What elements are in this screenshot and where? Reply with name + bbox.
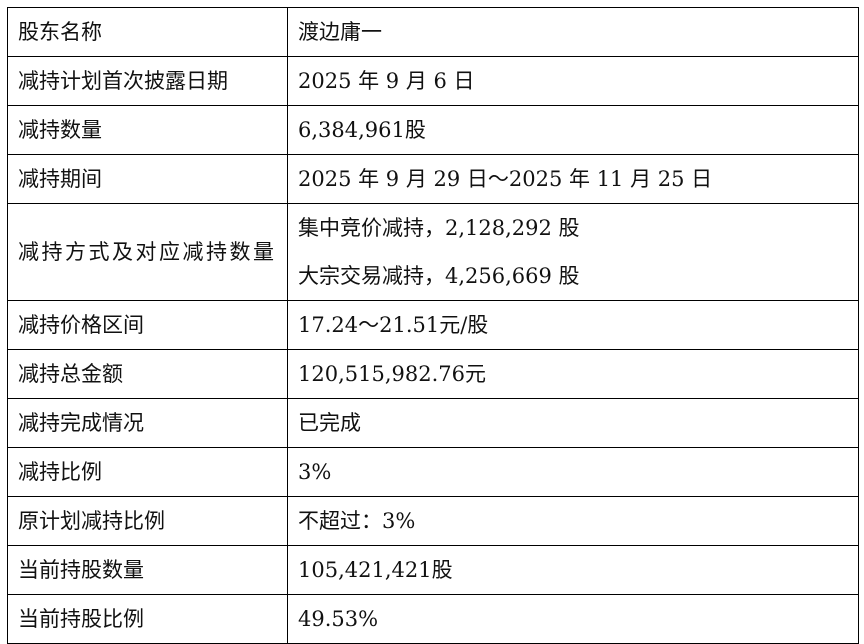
row-label: 原计划减持比例 [7,496,288,546]
row-value: 渡边庸一 [287,7,859,57]
row-label: 当前持股数量 [7,545,288,595]
table-row: 减持完成情况 已完成 [7,398,859,448]
row-value: 3% [287,447,859,497]
row-value: 49.53% [287,594,859,644]
value-line: 集中竞价减持，2,128,292 股 [298,216,580,240]
row-value: 已完成 [287,398,859,448]
row-label: 减持数量 [7,105,288,155]
row-value: 6,384,961股 [287,105,859,155]
row-label: 当前持股比例 [7,594,288,644]
table-row: 减持计划首次披露日期 2025 年 9 月 6 日 [7,56,859,106]
table-row: 股东名称 渡边庸一 [7,7,859,57]
row-value: 17.24～21.51元/股 [287,300,859,350]
row-value: 2025 年 9 月 6 日 [287,56,859,106]
table-row: 当前持股数量 105,421,421股 [7,545,859,595]
table-row: 减持数量 6,384,961股 [7,105,859,155]
shareholding-table: 股东名称 渡边庸一 减持计划首次披露日期 2025 年 9 月 6 日减持数量 6,38… [7,7,859,644]
table-row: 原计划减持比例 不超过：3% [7,496,859,546]
row-value: 105,421,421股 [287,545,859,595]
row-label: 股东名称 [7,7,288,57]
row-value: 2025 年 9 月 29 日～2025 年 11 月 25 日 [287,154,859,204]
table-row: 当前持股比例 49.53% [7,594,859,644]
table-row: 减持总金额 120,515,982.76元 [7,349,859,399]
row-label: 减持总金额 [7,349,288,399]
table-row: 减持方式及对应减持数量 集中竞价减持，2,128,292 股大宗交易减持，4,25… [7,203,859,301]
row-value: 集中竞价减持，2,128,292 股大宗交易减持，4,256,669 股 [287,203,859,301]
row-value: 120,515,982.76元 [287,349,859,399]
row-label: 减持期间 [7,154,288,204]
table-row: 减持期间 2025 年 9 月 29 日～2025 年 11 月 25 日 [7,154,859,204]
row-label: 减持价格区间 [7,300,288,350]
row-label: 减持计划首次披露日期 [7,56,288,106]
row-label: 减持方式及对应减持数量 [7,203,288,301]
row-value: 不超过：3% [287,496,859,546]
table-row: 减持价格区间 17.24～21.51元/股 [7,300,859,350]
row-label: 减持比例 [7,447,288,497]
table-row: 减持比例 3% [7,447,859,497]
row-label: 减持完成情况 [7,398,288,448]
value-line: 大宗交易减持，4,256,669 股 [298,264,580,288]
